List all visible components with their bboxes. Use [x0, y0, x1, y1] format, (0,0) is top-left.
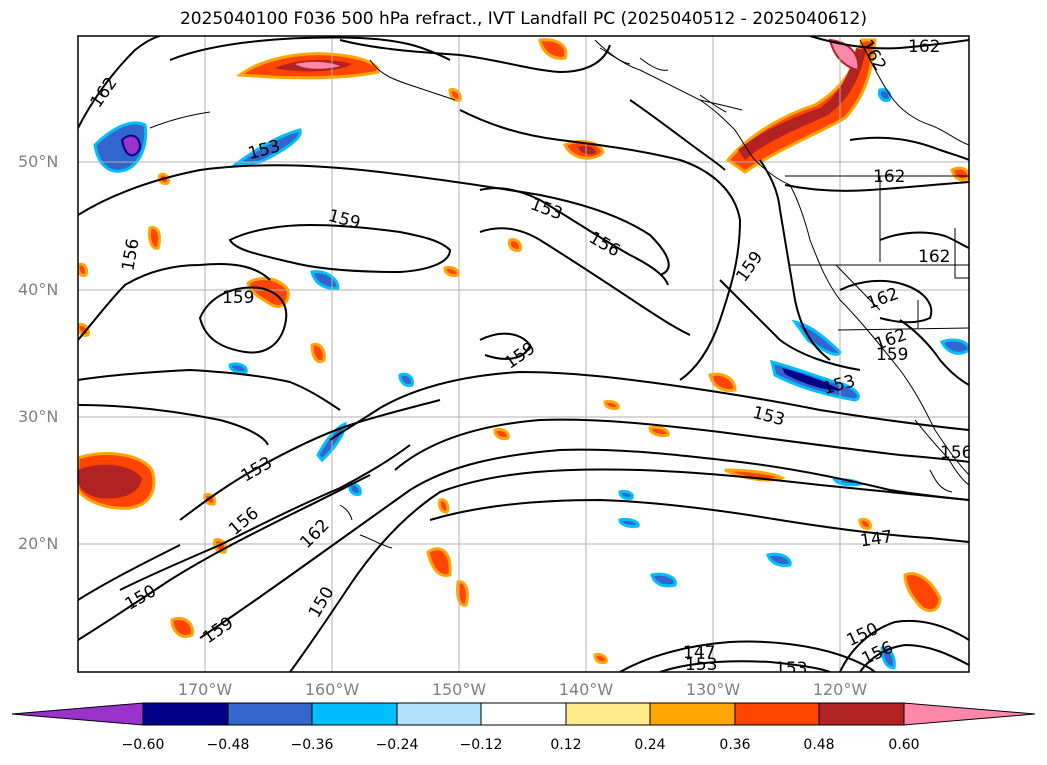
contour-label: 153: [685, 655, 717, 675]
contour-label: 159: [876, 345, 908, 365]
colorbar-tick-label: −0.48: [206, 737, 250, 753]
height-contours: [78, 36, 969, 672]
map-title: 2025040100 F036 500 hPa refract., IVT La…: [179, 9, 867, 29]
longitude-label: 140°W: [558, 680, 614, 699]
colorbar-tick-label: −0.60: [121, 737, 165, 753]
colorbar-segment: [227, 702, 313, 726]
latitude-label: 20°N: [18, 534, 59, 553]
colorbar-segment: [649, 702, 736, 726]
longitude-label: 150°W: [431, 680, 487, 699]
contour-label: 156: [940, 443, 972, 463]
colorbar-segment: [396, 702, 482, 726]
latitude-label: 30°N: [18, 407, 59, 426]
colorbar-segment: [734, 702, 820, 726]
colorbar-tick-label: −0.24: [375, 737, 419, 753]
colorbar-tick-label: 0.60: [888, 737, 920, 753]
colorbar-tick-label: 0.24: [634, 737, 666, 753]
latitude-label: 40°N: [18, 280, 59, 299]
map-plot-area: 162 162 162 162 162 162 162 162 159 159 …: [78, 36, 972, 679]
contour-label: 153: [775, 659, 807, 679]
colorbar-segment: [480, 702, 567, 726]
coastlines: [149, 39, 969, 549]
colorbar-tick-label: 0.48: [803, 737, 835, 753]
colorbar-over-extend: [903, 702, 1036, 726]
longitude-label: 120°W: [812, 680, 868, 699]
contour-label: 159: [222, 288, 254, 308]
latitude-label: 50°N: [18, 152, 59, 171]
colorbar-segment: [818, 702, 905, 726]
contour-label: 147: [683, 643, 715, 663]
colorbar-segment: [311, 702, 398, 726]
colorbar-tick-label: 0.36: [719, 737, 751, 753]
longitude-label: 170°W: [177, 680, 233, 699]
plot-frame: [77, 35, 970, 673]
contour-label: 162: [908, 37, 940, 57]
colorbar-tick-label: 0.12: [550, 737, 582, 753]
colorbar-tick-label: −0.12: [459, 737, 503, 753]
colorbar: [11, 702, 1036, 726]
colorbar-tick-label: −0.36: [290, 737, 334, 753]
refractivity-shading: [78, 38, 969, 670]
colorbar-under-extend: [11, 702, 144, 726]
colorbar-segment: [142, 702, 229, 726]
colorbar-segment: [565, 702, 651, 726]
contour-label: 162: [918, 247, 950, 267]
contour-label: 147: [859, 527, 894, 551]
longitude-label: 160°W: [304, 680, 360, 699]
graticule: [78, 36, 969, 672]
longitude-label: 130°W: [685, 680, 741, 699]
contour-label: 162: [873, 167, 905, 187]
